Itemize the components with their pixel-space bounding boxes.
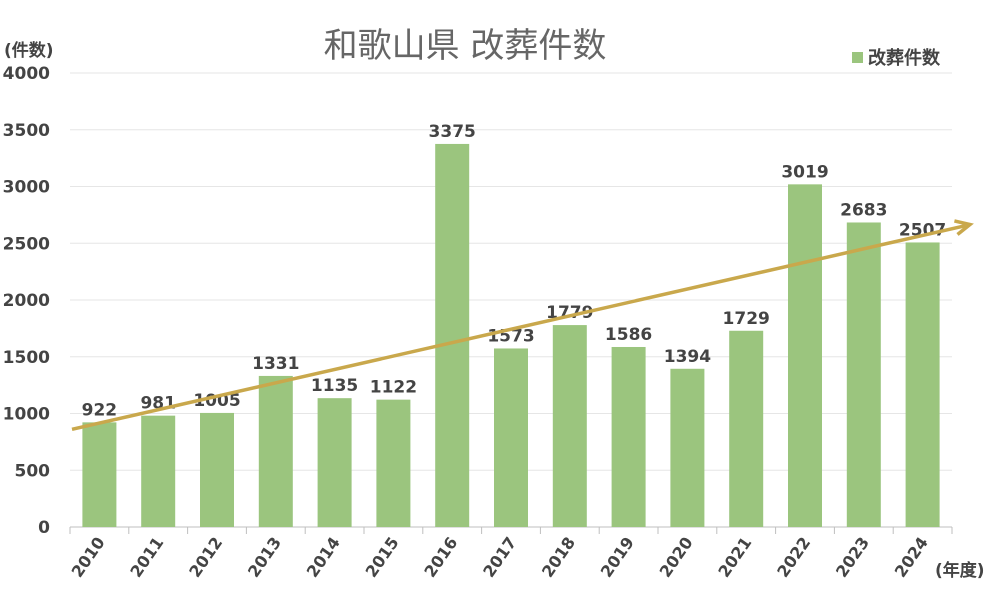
data-label: 2507 — [899, 220, 946, 240]
chart-title: 和歌山県 改葬件数 — [323, 26, 607, 66]
bar — [317, 398, 352, 527]
bar — [905, 242, 940, 527]
bar — [846, 222, 881, 528]
data-label: 3019 — [781, 162, 828, 182]
data-label: 1005 — [193, 391, 240, 411]
x-tick-label: 2011 — [126, 533, 167, 580]
x-tick-label: 2013 — [244, 533, 285, 580]
y-tick-label: 2000 — [3, 291, 50, 311]
data-label: 1729 — [723, 309, 770, 329]
data-label: 922 — [82, 400, 118, 420]
x-tick-label: 2016 — [420, 533, 461, 580]
trendline — [71, 223, 967, 432]
legend: 改葬件数 — [852, 44, 940, 70]
bar — [494, 348, 528, 527]
x-tick-label: 2014 — [303, 533, 344, 580]
x-tick-label: 2021 — [714, 533, 755, 580]
y-tick-label: 1500 — [3, 348, 50, 368]
x-tick-label: 2023 — [832, 533, 873, 580]
x-tick-label: 2019 — [597, 533, 638, 580]
bar — [376, 399, 411, 527]
x-tick-label: 2020 — [656, 533, 697, 580]
bar — [552, 325, 587, 527]
bar — [258, 375, 293, 527]
data-label: 1394 — [664, 347, 711, 367]
data-label: 1331 — [252, 354, 299, 374]
y-tick-label: 3000 — [3, 178, 50, 198]
bar — [729, 330, 764, 527]
legend-label: 改葬件数 — [868, 48, 940, 69]
bar — [670, 368, 705, 527]
bar — [200, 412, 234, 527]
legend-swatch — [852, 51, 863, 63]
x-tick-label: 2024 — [891, 533, 932, 580]
y-tick-label: 1000 — [3, 405, 50, 425]
x-tick-label: 2015 — [362, 533, 403, 580]
y-axis-label: (件数) — [4, 41, 54, 61]
y-tick-label: 3500 — [3, 121, 50, 141]
x-tick-label: 2022 — [773, 533, 814, 580]
data-label: 2683 — [840, 200, 887, 220]
data-label: 3375 — [429, 122, 476, 142]
data-label: 1135 — [311, 376, 358, 396]
data-label: 1122 — [370, 378, 417, 398]
bar — [611, 346, 646, 527]
x-axis-label: (年度) — [935, 561, 985, 581]
bar — [788, 184, 822, 527]
bar — [435, 143, 470, 527]
y-tick-label: 0 — [38, 518, 50, 538]
x-tick-label: 2010 — [68, 533, 109, 580]
x-tick-label: 2017 — [479, 533, 520, 580]
y-tick-label: 2500 — [3, 234, 50, 254]
bar — [141, 415, 176, 527]
bar — [82, 422, 117, 527]
data-label: 1586 — [605, 325, 652, 345]
y-tick-label: 4000 — [3, 64, 50, 84]
x-tick-label: 2018 — [538, 533, 579, 580]
y-tick-label: 500 — [15, 461, 51, 481]
x-tick-label: 2012 — [185, 533, 226, 580]
trendline-arrowhead — [954, 219, 974, 236]
